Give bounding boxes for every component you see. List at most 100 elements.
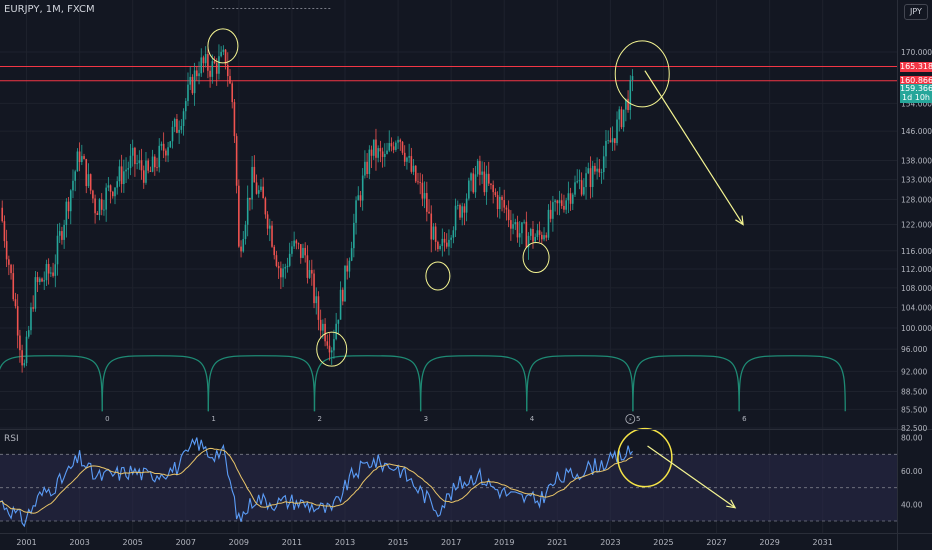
candle-body [158, 145, 161, 168]
candle-body [313, 273, 315, 304]
candle-body [244, 224, 247, 240]
cycle-label: 1 [211, 415, 215, 423]
symbol-title[interactable]: EURJPY, 1M, FXCM [4, 4, 95, 15]
candle-body [468, 180, 470, 199]
candle-body [92, 190, 94, 199]
currency-badge[interactable]: JPY [904, 4, 928, 20]
candle-body [499, 196, 501, 210]
candle-body [169, 141, 172, 148]
candle-body [264, 198, 267, 215]
candle-body [476, 161, 479, 175]
cycle-arc [313, 355, 422, 412]
cycle-label: 3 [424, 415, 428, 423]
candle-body [16, 306, 19, 336]
candle-body [21, 350, 23, 366]
candle-body [370, 149, 373, 156]
candle-body [525, 221, 528, 248]
candle-body [514, 222, 517, 225]
candle-body [118, 166, 121, 182]
candle-body [403, 152, 406, 162]
rsi-tick-label: 80.00 [901, 434, 923, 443]
candle-body [156, 167, 158, 169]
candle-body [487, 173, 490, 184]
candle-body [311, 270, 313, 274]
candle-body [390, 143, 393, 147]
x-tick-label: 2009 [229, 538, 249, 547]
cycle-arc [207, 355, 316, 412]
candle-body [262, 186, 264, 199]
candle-body [406, 157, 408, 162]
event-marker-glyph: ⚡ [628, 417, 632, 424]
candle-body [439, 246, 441, 250]
candle-body [109, 185, 112, 192]
candle-body [191, 76, 194, 94]
candle-body [341, 289, 344, 302]
candle-body [602, 156, 605, 173]
candle-body [507, 209, 510, 221]
grid-lines [0, 0, 897, 533]
candle-body [52, 272, 54, 276]
candle-body [215, 63, 218, 74]
candle-body [131, 147, 134, 156]
candle-body [120, 166, 123, 185]
candle-body [541, 234, 543, 240]
candle-body [585, 173, 587, 188]
rsi-label[interactable]: RSI [4, 434, 19, 444]
x-tick-label: 2027 [706, 538, 726, 547]
candle-body [107, 185, 110, 188]
y-tick-label: 108.000 [901, 284, 932, 293]
candle-body [556, 200, 559, 204]
y-tick-label: 170.000 [901, 48, 932, 57]
candle-body [32, 307, 34, 309]
candle-body [474, 174, 477, 193]
candle-body [280, 268, 282, 278]
candle-body [452, 230, 455, 238]
x-tick-label: 2021 [547, 538, 567, 547]
candle-body [485, 173, 488, 193]
candle-body [379, 148, 382, 152]
candle-body [306, 255, 309, 278]
candle-body [226, 64, 229, 77]
candle-body [271, 225, 273, 247]
candle-body [428, 211, 430, 214]
candle-body [297, 243, 300, 245]
candle-body [505, 207, 508, 210]
cycle-label: 2 [317, 415, 321, 423]
x-tick-label: 2015 [388, 538, 408, 547]
candle-body [196, 70, 198, 77]
candle-body [375, 139, 377, 158]
cycle-arc [101, 355, 209, 412]
y-tick-label: 112.000 [901, 265, 932, 274]
candle-body [532, 228, 534, 242]
candle-body [187, 84, 189, 102]
candle-body [242, 239, 245, 252]
rsi-line [0, 437, 633, 528]
candle-body [614, 138, 616, 144]
candle-body [357, 195, 360, 201]
candle-body [629, 80, 632, 111]
candle-body [399, 139, 402, 142]
candle-body [512, 224, 514, 229]
y-tick-label: 122.000 [901, 221, 932, 230]
candle-body [552, 202, 554, 219]
candle-body [319, 319, 322, 331]
candle-body [260, 186, 262, 191]
candle-body [277, 265, 280, 269]
candle-body [472, 173, 475, 193]
candle-body [1, 207, 4, 222]
candle-body [180, 126, 183, 130]
x-tick-label: 2023 [600, 538, 620, 547]
candle-body [419, 181, 421, 183]
candle-body [359, 195, 362, 201]
candle-body [463, 206, 466, 213]
candle-body [238, 185, 240, 247]
countdown-tag: 1d 10h [900, 92, 932, 103]
candle-body [12, 273, 15, 300]
candle-body [587, 168, 590, 174]
candle-body [255, 182, 258, 194]
annotation-circle [316, 331, 348, 367]
candle-body [490, 183, 492, 185]
candle-body [417, 181, 419, 183]
